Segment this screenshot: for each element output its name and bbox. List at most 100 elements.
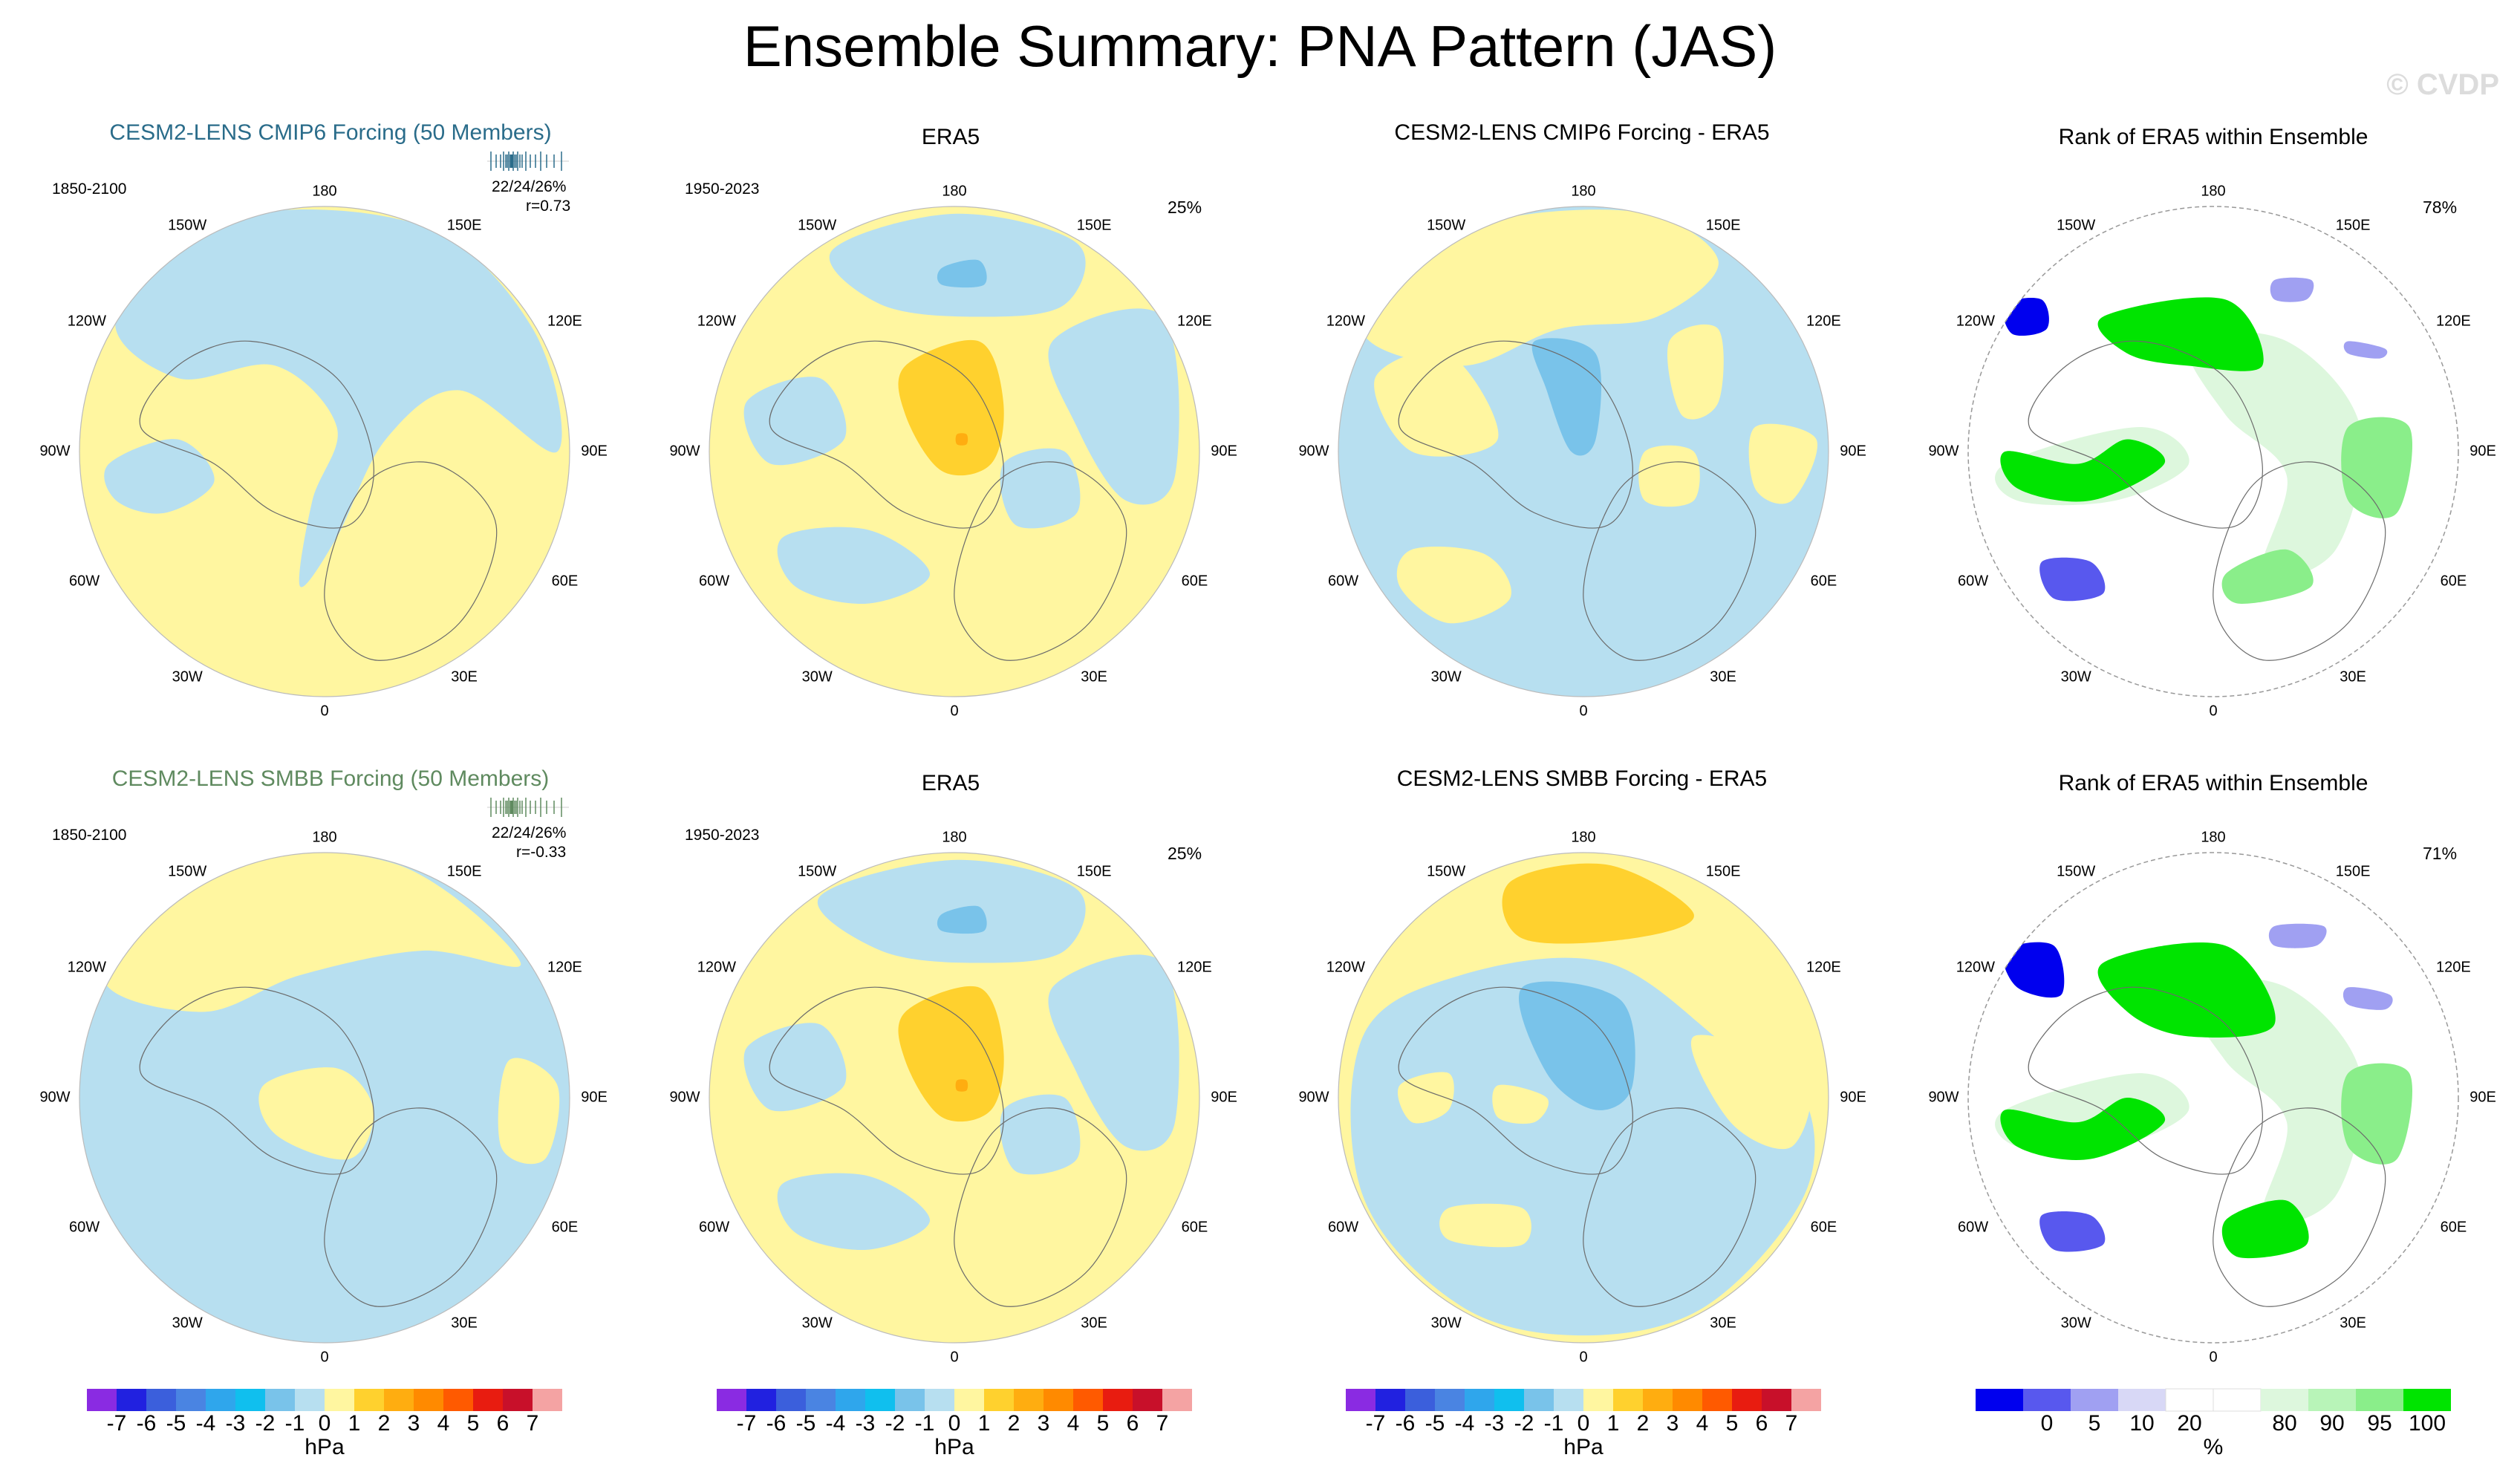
panel-title-rank-1: Rank of ERA5 within Ensemble <box>2058 125 2368 149</box>
colorbar-tick-label: 4 <box>1696 1411 1709 1436</box>
colorbar-tick-label: 6 <box>496 1411 509 1436</box>
longitude-label: 180 <box>942 183 967 200</box>
longitude-label: 120E <box>1177 959 1212 976</box>
colorbar-tick-label: -6 <box>1395 1411 1416 1436</box>
colorbar-segment <box>836 1389 865 1411</box>
positive-anomaly-region <box>1374 351 1499 457</box>
colorbar-segment <box>1405 1389 1435 1411</box>
colorbar-tick-label: -2 <box>1514 1411 1534 1436</box>
negative-anomaly-core <box>937 259 987 288</box>
longitude-label: 180 <box>2201 183 2226 200</box>
colorbar-segment <box>865 1389 895 1411</box>
colorbar-segment <box>2403 1389 2451 1411</box>
longitude-label: 60W <box>1328 1219 1359 1236</box>
longitude-label: 60W <box>1958 573 1989 590</box>
colorbar-tick-label: -2 <box>885 1411 905 1436</box>
obs-pct-2: 25% <box>1168 844 1202 863</box>
longitude-label: 30E <box>1081 1315 1107 1332</box>
longitude-label: 120E <box>547 313 582 330</box>
colorbar-tick-label: 80 <box>2272 1411 2297 1436</box>
longitude-label: 30W <box>1430 1315 1462 1332</box>
rank-high-region <box>2341 1063 2412 1165</box>
longitude-label: 60E <box>1181 573 1208 590</box>
longitude-label: 60E <box>2440 1219 2467 1236</box>
colorbar-segment <box>1494 1389 1524 1411</box>
longitude-label: 120W <box>1326 959 1366 976</box>
longitude-label: 120E <box>547 959 582 976</box>
colorbar-segment <box>1073 1389 1103 1411</box>
colorbar-hpa-2 <box>717 1389 1192 1411</box>
colorbar-rank <box>1976 1388 2451 1412</box>
colorbar-tick-label: -1 <box>1543 1411 1564 1436</box>
colorbar-segment <box>1673 1389 1702 1411</box>
longitude-label: 150W <box>168 863 207 880</box>
longitude-label: 150W <box>1427 863 1466 880</box>
coastline <box>1583 1107 1756 1307</box>
colorbar-segment <box>384 1389 414 1411</box>
colorbar-tick-label: -7 <box>106 1411 127 1436</box>
positive-anomaly-core <box>955 1079 968 1092</box>
longitude-label: 60E <box>1810 573 1837 590</box>
colorbar-tick-label: 10 <box>2129 1411 2155 1436</box>
colorbar-segment <box>1375 1389 1405 1411</box>
longitude-label: 90E <box>581 1089 608 1106</box>
longitude-label: 150W <box>2057 217 2096 234</box>
panel-title-obs-2: ERA5 <box>921 771 980 795</box>
positive-anomaly-region <box>898 339 1004 476</box>
colorbar-tick-label: -7 <box>736 1411 757 1436</box>
colorbar-segment <box>1613 1389 1643 1411</box>
negative-anomaly-region <box>1000 448 1081 529</box>
colorbar-tick-label: 95 <box>2367 1411 2392 1436</box>
longitude-label: 120E <box>1806 959 1841 976</box>
longitude-label: 90E <box>1211 443 1237 460</box>
longitude-label: 150E <box>2335 217 2371 234</box>
colorbar-tick-label: 0 <box>318 1411 331 1436</box>
colorbar-ticks-2: -7 -6 -5 -4 -3 -2 -1 0 1 2 3 4 5 6 7 <box>717 1411 1192 1441</box>
longitude-label: 60W <box>1328 573 1359 590</box>
colorbar-tick-label: 90 <box>2319 1411 2345 1436</box>
colorbar-tick-label: -5 <box>795 1411 816 1436</box>
map-boundary <box>1967 206 2459 697</box>
colorbar-segment <box>2213 1388 2262 1412</box>
longitude-label: 30E <box>451 1315 478 1332</box>
colorbar-segment <box>503 1389 533 1411</box>
model-years-2: 1850-2100 <box>52 827 127 844</box>
longitude-label: 150W <box>798 863 837 880</box>
positive-anomaly-region <box>1690 1035 1811 1150</box>
colorbar-tick-label: 1 <box>977 1411 991 1436</box>
positive-anomaly-core <box>1502 863 1694 944</box>
positive-anomaly-region <box>1439 1203 1531 1248</box>
colorbar-tick-label: -5 <box>166 1411 186 1436</box>
positive-anomaly-region <box>1492 1084 1549 1124</box>
longitude-label: 150E <box>1076 217 1112 234</box>
colorbar-unit-1: hPa <box>305 1435 345 1459</box>
longitude-label: 0 <box>320 1349 329 1366</box>
colorbar-tick-label: 4 <box>1067 1411 1080 1436</box>
colorbar-segment <box>1762 1389 1791 1411</box>
longitude-label: 150E <box>446 217 482 234</box>
colorbar-segment <box>235 1389 265 1411</box>
negative-anomaly-region <box>1048 954 1179 1151</box>
colorbar-segment <box>354 1389 384 1411</box>
colorbar-tick-label: 3 <box>407 1411 420 1436</box>
colorbar-tick-label: -3 <box>225 1411 246 1436</box>
model-stats-pct-2: 22/24/26% <box>492 824 567 841</box>
colorbar-tick-label: 2 <box>1007 1411 1020 1436</box>
longitude-label: 150E <box>1705 217 1741 234</box>
colorbar-unit-3: hPa <box>1563 1435 1604 1459</box>
longitude-label: 30W <box>2060 1315 2091 1332</box>
coastline <box>954 1107 1127 1307</box>
longitude-label: 90W <box>669 1089 700 1106</box>
longitude-label: 90E <box>1840 1089 1866 1106</box>
longitude-label: 150W <box>168 217 207 234</box>
colorbar-segment <box>895 1389 925 1411</box>
rank-low-region <box>2343 341 2388 359</box>
longitude-label: 0 <box>950 703 959 720</box>
colorbar-segment <box>1014 1389 1044 1411</box>
positive-anomaly-region <box>1396 547 1511 624</box>
colorbar-segment <box>443 1389 473 1411</box>
longitude-label: 90E <box>2469 1089 2496 1106</box>
colorbar-tick-label: -6 <box>766 1411 787 1436</box>
panel-title-model-2: CESM2-LENS SMBB Forcing (50 Members) <box>111 766 550 791</box>
